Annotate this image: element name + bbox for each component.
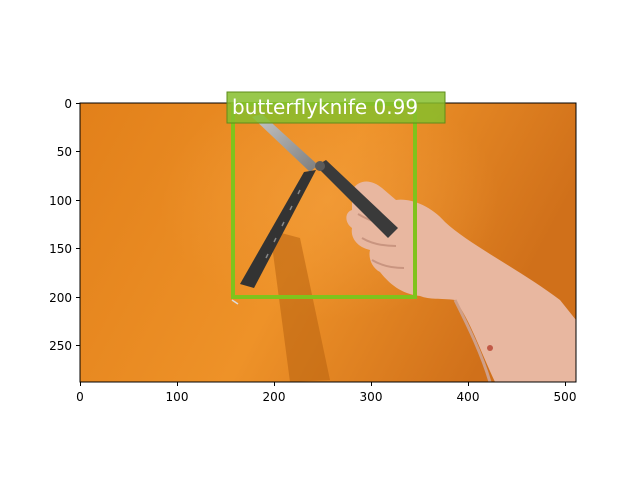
- hand: [346, 181, 576, 382]
- wrist-mark: [487, 345, 493, 351]
- knife-handle-holes: [265, 189, 301, 259]
- knife-handle-right: [316, 160, 398, 238]
- y-tick-label: 200: [49, 291, 72, 305]
- knife-shadow: [270, 230, 330, 382]
- knife-pivot: [315, 161, 325, 171]
- y-tick-label: 150: [49, 242, 72, 256]
- detection-label-background: [226, 91, 446, 124]
- x-tick-label: 400: [457, 390, 480, 404]
- knife-tip-glint: [231, 299, 239, 305]
- wrist-shading: [453, 299, 492, 382]
- y-axis: 0 50 100 150 200 250: [49, 97, 80, 353]
- x-tick-label: 0: [76, 390, 84, 404]
- y-tick-label: 0: [64, 97, 72, 111]
- y-tick-label: 50: [57, 145, 72, 159]
- y-tick-label: 250: [49, 339, 72, 353]
- detection-label: butterflyknife 0.99: [226, 91, 446, 124]
- knife-blade: [252, 114, 318, 172]
- detection-label-text: butterflyknife 0.99: [232, 95, 418, 119]
- x-tick-label: 500: [554, 390, 577, 404]
- x-tick-label: 200: [263, 390, 286, 404]
- knife-handle-left: [240, 170, 316, 288]
- y-tick-label: 100: [49, 194, 72, 208]
- photo: [80, 103, 576, 382]
- x-axis: 0 100 200 300 400 500: [76, 382, 576, 404]
- x-tick-label: 100: [166, 390, 189, 404]
- x-tick-label: 300: [360, 390, 383, 404]
